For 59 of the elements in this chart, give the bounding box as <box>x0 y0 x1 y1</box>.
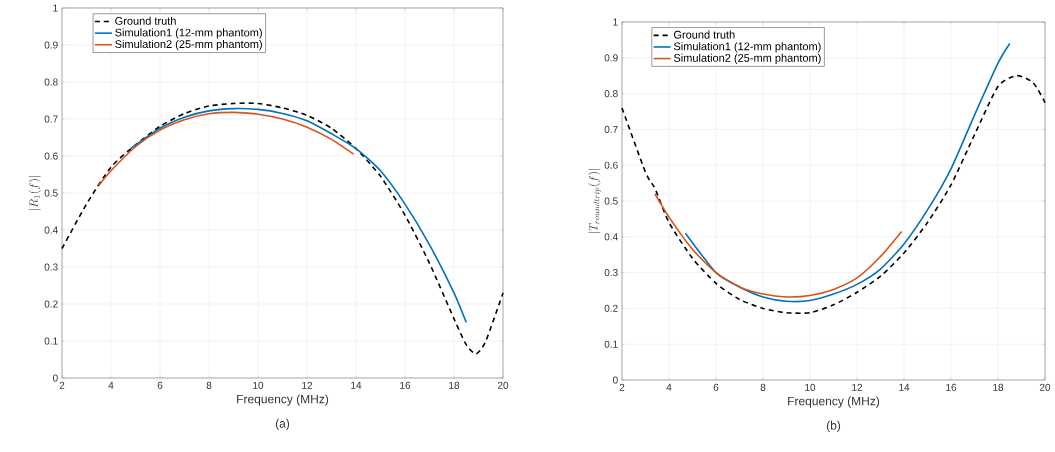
x-tick-label: 12 <box>302 381 313 389</box>
x-tick-label: 8 <box>760 383 766 391</box>
x-tick-label: 12 <box>852 383 863 391</box>
line-series <box>654 193 903 298</box>
y-tick-label: 0.3 <box>604 269 618 277</box>
x-tick-label: 6 <box>157 381 163 389</box>
y-tick-label: 0.8 <box>604 90 618 98</box>
x-tick-label: 2 <box>59 381 65 389</box>
legend-label: Simulation2 (25-mm phantom) <box>115 39 262 51</box>
text: (a) <box>275 418 290 431</box>
x-axis-title: Frequency (MHz) <box>237 394 329 406</box>
x-tick-label: 20 <box>497 381 509 389</box>
x-tick-label: 16 <box>400 381 411 389</box>
legend-label: Ground truth <box>115 16 176 25</box>
y-tick-label: 0.2 <box>44 300 58 308</box>
x-tick-label: 14 <box>899 383 910 391</box>
y-tick-label: 0.1 <box>44 337 58 345</box>
text: (b) <box>826 420 841 433</box>
y-tick-label: 0.8 <box>44 78 58 86</box>
y-tick-label: 0.4 <box>44 226 58 234</box>
y-tick-label: 0.2 <box>604 304 618 312</box>
y-tick-label: 0.7 <box>604 125 618 133</box>
x-axis-title: Frequency (MHz) <box>788 396 880 408</box>
x-tick-label: 18 <box>449 381 460 389</box>
y-axis-title: $|T_{roundtrip}(f)|$ <box>588 168 601 234</box>
y-tick-label: 0.1 <box>604 340 618 348</box>
line-series <box>61 102 504 355</box>
x-tick-label: 14 <box>351 381 362 389</box>
x-tick-label: 18 <box>993 383 1004 391</box>
x-tick-label: 16 <box>946 383 957 391</box>
y-tick-label: 0.5 <box>44 189 58 197</box>
x-tick-label: 4 <box>666 383 672 391</box>
legend-label: Simulation1 (12-mm phantom) <box>115 28 262 39</box>
y-axis-title: $|R_{1}(f)|$ <box>28 176 41 210</box>
y-tick-label: 1 <box>613 18 618 26</box>
line-series <box>129 107 468 324</box>
legend-label: Simulation1 (12-mm phantom) <box>673 42 821 53</box>
x-tick-label: 4 <box>108 381 114 389</box>
x-tick-label: 8 <box>206 381 212 389</box>
y-tick-label: 0.3 <box>44 263 58 271</box>
x-tick-label: 6 <box>713 383 719 391</box>
x-tick-label: 10 <box>805 383 816 391</box>
y-tick-label: 0.5 <box>604 197 618 205</box>
y-tick-label: 1 <box>53 4 58 12</box>
y-tick-label: 0.6 <box>604 161 618 169</box>
y-tick-label: 0 <box>612 376 618 384</box>
y-tick-label: 0 <box>52 374 58 382</box>
y-tick-label: 0.9 <box>604 54 618 62</box>
y-tick-label: 0.6 <box>44 152 58 160</box>
x-tick-label: 10 <box>253 381 264 389</box>
x-tick-label: 20 <box>1039 383 1051 391</box>
y-tick-label: 0.7 <box>44 115 58 123</box>
y-tick-label: 0.9 <box>44 41 58 49</box>
legend-label: Simulation2 (25-mm phantom) <box>673 53 821 65</box>
line-series <box>621 74 1046 314</box>
legend-label: Ground truth <box>673 30 735 39</box>
x-tick-label: 2 <box>619 383 625 391</box>
y-tick-label: 0.4 <box>604 233 618 241</box>
line-series <box>97 111 355 187</box>
